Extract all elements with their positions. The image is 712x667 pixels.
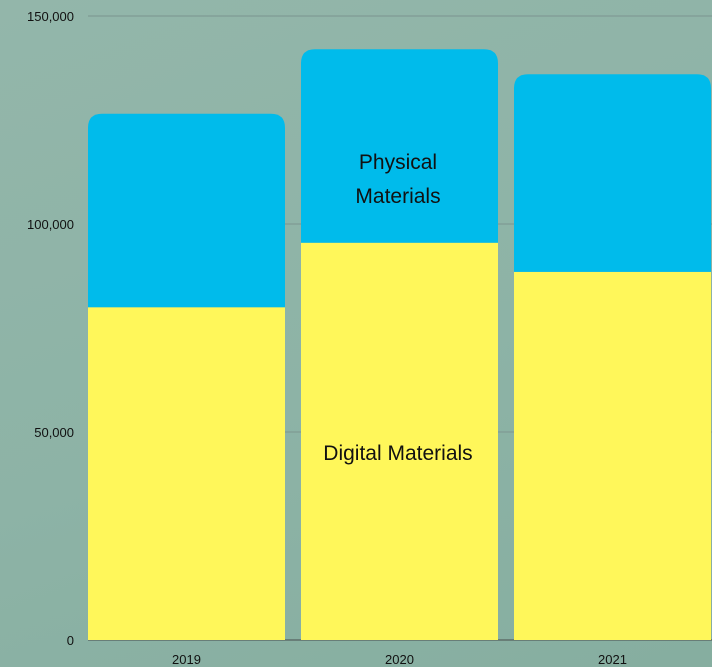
label-physical-materials-line2: Materials [355,185,440,208]
label-digital-materials: Digital Materials [323,442,472,465]
segment-labels: Physical Materials Digital Materials [323,151,472,465]
bar-group-2021 [514,74,711,640]
x-axis-ticks: 2019 2020 2021 [172,652,627,667]
bar-digital-materials-2021 [514,271,711,640]
label-physical-materials-line1: Physical [359,151,437,174]
bar-physical-materials-2019 [88,113,285,308]
bar-physical-materials-2020 [301,49,498,243]
y-tick-label-1: 50,000 [34,425,74,440]
y-tick-label-0: 0 [67,633,74,648]
x-tick-label-2019: 2019 [172,652,201,667]
y-axis-ticks: 0 50,000 100,000 150,000 [27,9,74,648]
y-tick-label-3: 150,000 [27,9,74,24]
x-tick-label-2020: 2020 [385,652,414,667]
bar-group-2019 [88,113,285,640]
bar-group-2020 [301,49,498,640]
bar-physical-materials-2021 [514,74,711,272]
x-tick-label-2021: 2021 [598,652,627,667]
bars [88,49,711,640]
bar-digital-materials-2020 [301,242,498,640]
bar-digital-materials-2019 [88,307,285,640]
y-tick-label-2: 100,000 [27,217,74,232]
